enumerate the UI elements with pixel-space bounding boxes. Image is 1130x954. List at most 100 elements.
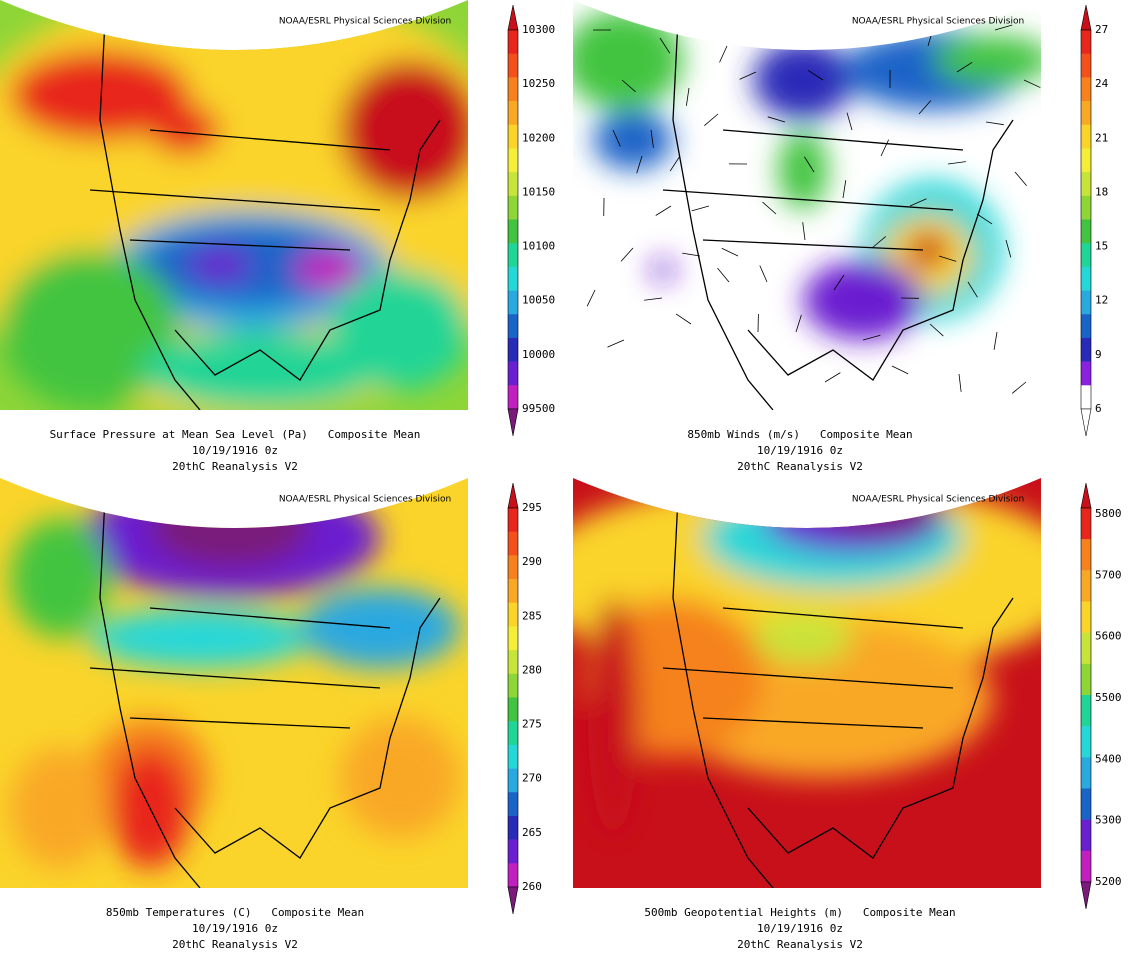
caption: 20thC Reanalysis V2 bbox=[737, 938, 863, 951]
colorbar-segment bbox=[508, 361, 518, 386]
colorbar-label: 10300 bbox=[522, 23, 555, 36]
colorbar-label: 5300 bbox=[1095, 814, 1122, 827]
colorbar-segment bbox=[1081, 148, 1091, 173]
colorbar-segment bbox=[1081, 508, 1091, 540]
colorbar-label: 18 bbox=[1095, 185, 1108, 198]
colorbar-label: 27 bbox=[1095, 23, 1108, 36]
colorbar: 5800 5700 5600 5500 5400 5300 5200 bbox=[1080, 482, 1122, 910]
wind-arrow bbox=[802, 222, 806, 241]
contour-region bbox=[588, 598, 638, 838]
wind-arrow bbox=[675, 313, 692, 325]
colorbar-segment bbox=[508, 650, 518, 675]
credit: NOAA/ESRL Physical Sciences Division bbox=[279, 495, 451, 505]
colorbar-label: 10200 bbox=[522, 131, 555, 144]
wind-arrow bbox=[795, 314, 802, 333]
colorbar-segment bbox=[508, 337, 518, 362]
wind-arrow bbox=[1011, 381, 1027, 394]
colorbar-segment bbox=[1081, 53, 1091, 78]
contour-region bbox=[753, 613, 853, 663]
contour-region bbox=[778, 130, 828, 210]
colorbar-segment bbox=[508, 815, 518, 840]
colorbar-label: 10000 bbox=[522, 348, 555, 361]
wind-arrow bbox=[1014, 171, 1027, 186]
colorbar-segment bbox=[508, 863, 518, 888]
colorbar-label: 295 bbox=[522, 501, 542, 514]
wind-arrow bbox=[804, 156, 815, 173]
wind-arrow bbox=[621, 79, 636, 93]
colorbar: 27 24 21 18 15 12 9 6 bbox=[1080, 4, 1109, 437]
colorbar-segment bbox=[508, 792, 518, 817]
colorbar-label: 9 bbox=[1095, 348, 1102, 361]
colorbar-segment bbox=[508, 579, 518, 604]
contour-region bbox=[90, 608, 310, 668]
wind-arrow bbox=[682, 252, 701, 257]
colorbar: 10300 10250 10200 10150 10100 10050 10000 99500 bbox=[507, 4, 555, 437]
colorbar-segment bbox=[1081, 570, 1091, 602]
wind-arrow bbox=[721, 247, 739, 257]
colorbar-segment bbox=[508, 195, 518, 220]
colorbar-arrow bbox=[1080, 482, 1092, 509]
contour-region bbox=[10, 748, 110, 868]
contour-region bbox=[190, 247, 250, 283]
colorbar-segment bbox=[1081, 337, 1091, 362]
contour-region bbox=[593, 110, 673, 170]
colorbar-segment bbox=[508, 744, 518, 769]
colorbar-segment bbox=[508, 266, 518, 291]
wind-arrow bbox=[956, 62, 973, 73]
colorbar-segment bbox=[508, 508, 518, 532]
contour-region bbox=[573, 10, 683, 110]
colorbar-label: 265 bbox=[522, 826, 542, 839]
colorbar-segment bbox=[508, 243, 518, 268]
wind-arrow bbox=[880, 139, 889, 157]
contours bbox=[0, 0, 468, 410]
colorbar-segment bbox=[1081, 632, 1091, 665]
colorbar-segment bbox=[1081, 819, 1091, 852]
wind-arrow bbox=[719, 45, 728, 63]
colorbar-segment bbox=[508, 290, 518, 315]
colorbar-arrow bbox=[1080, 881, 1092, 910]
colorbar-arrow bbox=[507, 408, 519, 437]
colorbar-segment bbox=[1081, 101, 1091, 126]
wind-arrow bbox=[976, 213, 993, 225]
wind-arrow bbox=[842, 180, 847, 199]
colorbar-label: 10150 bbox=[522, 185, 555, 198]
contour-region bbox=[803, 260, 923, 340]
credit: NOAA/ESRL Physical Sciences Division bbox=[279, 17, 451, 27]
colorbar-label: 285 bbox=[522, 609, 542, 622]
wind-arrow bbox=[967, 281, 978, 298]
colorbar-arrow bbox=[507, 4, 519, 31]
colorbar-segment bbox=[508, 148, 518, 173]
contours bbox=[573, 10, 1041, 340]
wind-arrow bbox=[833, 274, 845, 291]
colorbar-segment bbox=[508, 721, 518, 746]
colorbar-label: 5500 bbox=[1095, 691, 1122, 704]
colorbar-label: 5200 bbox=[1095, 875, 1122, 888]
wind-arrow bbox=[669, 155, 681, 172]
colorbar-segment bbox=[1081, 385, 1091, 410]
wind-arrow bbox=[958, 373, 962, 392]
wind-arrow bbox=[1005, 239, 1012, 258]
contour-region bbox=[0, 250, 180, 410]
colorbar-segment bbox=[508, 30, 518, 54]
colorbar-label: 5600 bbox=[1095, 630, 1122, 643]
contour-region bbox=[140, 330, 380, 410]
colorbar-arrow bbox=[1080, 4, 1092, 31]
wind-arrow bbox=[650, 129, 654, 148]
wind-arrow bbox=[685, 87, 690, 106]
wind-arrow bbox=[824, 372, 841, 383]
wind-arrow bbox=[776, 29, 795, 33]
colorbar-label: 10050 bbox=[522, 294, 555, 307]
colorbar-label: 99500 bbox=[522, 402, 555, 415]
colorbar-label: 12 bbox=[1095, 294, 1108, 307]
panel: NOAA/ESRL Physical Sciences Division 850m… bbox=[0, 478, 542, 951]
wind-arrow bbox=[918, 100, 932, 115]
colorbar-label: 10100 bbox=[522, 240, 555, 253]
contour-region bbox=[753, 40, 853, 120]
wind-arrow bbox=[862, 334, 881, 341]
wind-arrow bbox=[762, 201, 777, 215]
caption: 10/19/1916 0z bbox=[192, 922, 278, 935]
colorbar: 295 290 285 280 275 270 265 260 bbox=[507, 482, 542, 915]
colorbar-segment bbox=[1081, 219, 1091, 244]
map bbox=[0, 0, 468, 410]
